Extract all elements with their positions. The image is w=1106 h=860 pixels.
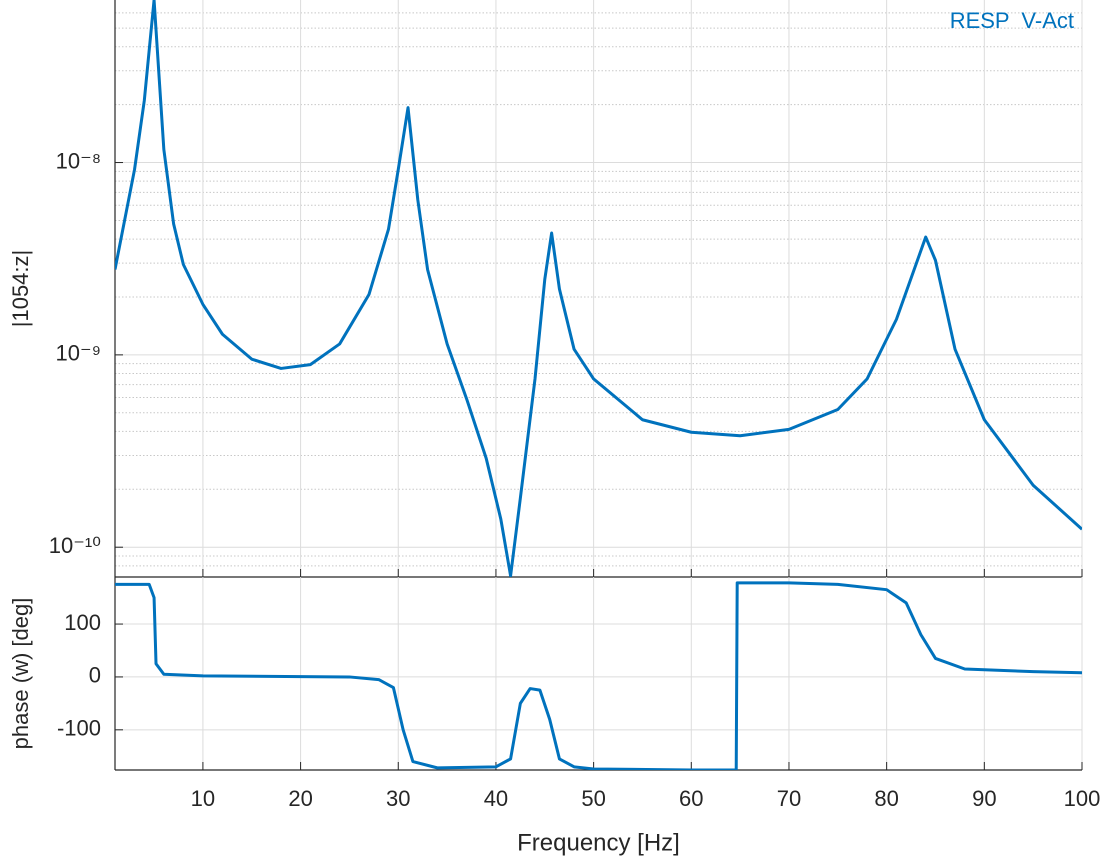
- x-tick-label: 30: [386, 786, 410, 811]
- y-tick-label: 100: [64, 610, 101, 635]
- y-tick-label: -100: [57, 716, 101, 741]
- x-tick-label: 50: [581, 786, 605, 811]
- x-tick-label: 80: [874, 786, 898, 811]
- x-tick-label: 70: [777, 786, 801, 811]
- x-tick-label: 40: [484, 786, 508, 811]
- x-tick-label: 20: [288, 786, 312, 811]
- y-axis-label: |1054:z|: [8, 250, 33, 327]
- data-line: [115, 581, 1082, 770]
- legend-entry: RESP V-Act: [950, 8, 1074, 33]
- x-tick-label: 100: [1064, 786, 1101, 811]
- x-axis-label: Frequency [Hz]: [517, 829, 680, 856]
- x-tick-label: 60: [679, 786, 703, 811]
- y-tick-label: 10⁻⁹: [55, 341, 101, 366]
- x-tick-label: 10: [191, 786, 215, 811]
- y-axis-label: phase (w) [deg]: [8, 598, 33, 750]
- data-line: [115, 0, 1082, 577]
- y-tick-label: 10⁻⁸: [56, 148, 101, 173]
- x-tick-label: 90: [972, 786, 996, 811]
- y-tick-label: 0: [89, 663, 101, 688]
- y-tick-label: 10⁻¹⁰: [49, 533, 101, 558]
